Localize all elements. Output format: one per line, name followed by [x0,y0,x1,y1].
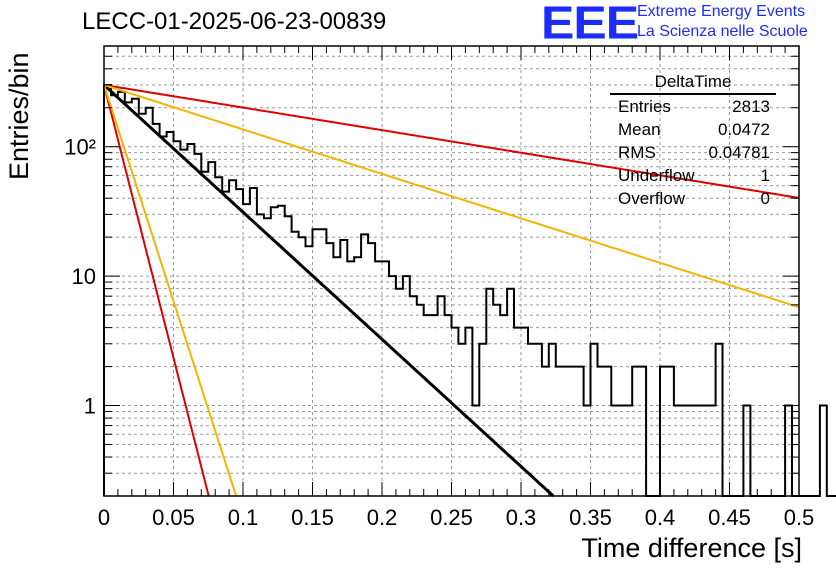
logo-text-line1: Extreme Energy Events [637,3,806,20]
x-tick-label: 0.15 [291,505,334,530]
fit-curve [103,84,800,199]
stats-label: Mean [618,120,661,139]
tick-labels: 0 0.05 0.1 0.15 0.2 0.25 0.3 0.35 0.4 0.45 0.51101… [64,135,814,530]
stats-label: Overflow [618,189,686,208]
y-tick-label: 10 [72,264,96,289]
stats-row-underflow: Underflow 1 [610,164,778,187]
stats-box: DeltaTime Entries 2813 Mean 0.0472 RMS 0… [610,72,778,210]
stats-value: 0.0472 [718,120,770,139]
x-tick-label: 0.4 [645,505,676,530]
stats-label: Entries [618,97,671,116]
histogram-outline [103,84,836,497]
stats-value: 1 [760,166,770,185]
stats-label: RMS [618,143,656,162]
stats-row-mean: Mean 0.0472 [610,118,778,141]
grid-lines [104,46,799,496]
fit-curve [102,83,555,498]
x-tick-label: 0.05 [152,505,195,530]
stats-value: 0.04781 [708,143,770,162]
x-tick-label: 0.25 [430,505,473,530]
stats-value: 2813 [732,97,770,116]
x-tick-label: 0.35 [569,505,612,530]
x-tick-label: 0.2 [367,505,398,530]
x-tick-label: 0.5 [784,505,815,530]
fit-curve [103,84,800,309]
x-axis-label: Time difference [s] [581,533,802,563]
x-tick-label: 0.45 [708,505,751,530]
y-tick-label: 10² [64,135,96,160]
fit-curves [102,83,800,498]
stats-value: 0 [760,189,770,208]
logo-text-line2: La Scienza nelle Scuole [637,23,808,40]
stats-row-entries: Entries 2813 [610,95,778,118]
y-tick-label: 1 [84,394,96,419]
eee-logo-mark: EEE [541,0,639,49]
x-tick-label: 0.1 [228,505,259,530]
x-tick-label: 0.3 [506,505,537,530]
axes [103,45,800,497]
stats-row-rms: RMS 0.04781 [610,141,778,164]
stats-row-overflow: Overflow 0 [610,187,778,210]
fit-curve [103,84,210,497]
fit-curve [103,84,238,497]
y-axis-label: Entries/bin [4,52,34,180]
chart-title: LECC-01-2025-06-23-00839 [82,8,387,35]
x-tick-label: 0 [98,505,110,530]
stats-title: DeltaTime [610,72,776,95]
stats-label: Underflow [618,166,695,185]
histogram-bars [103,84,836,497]
